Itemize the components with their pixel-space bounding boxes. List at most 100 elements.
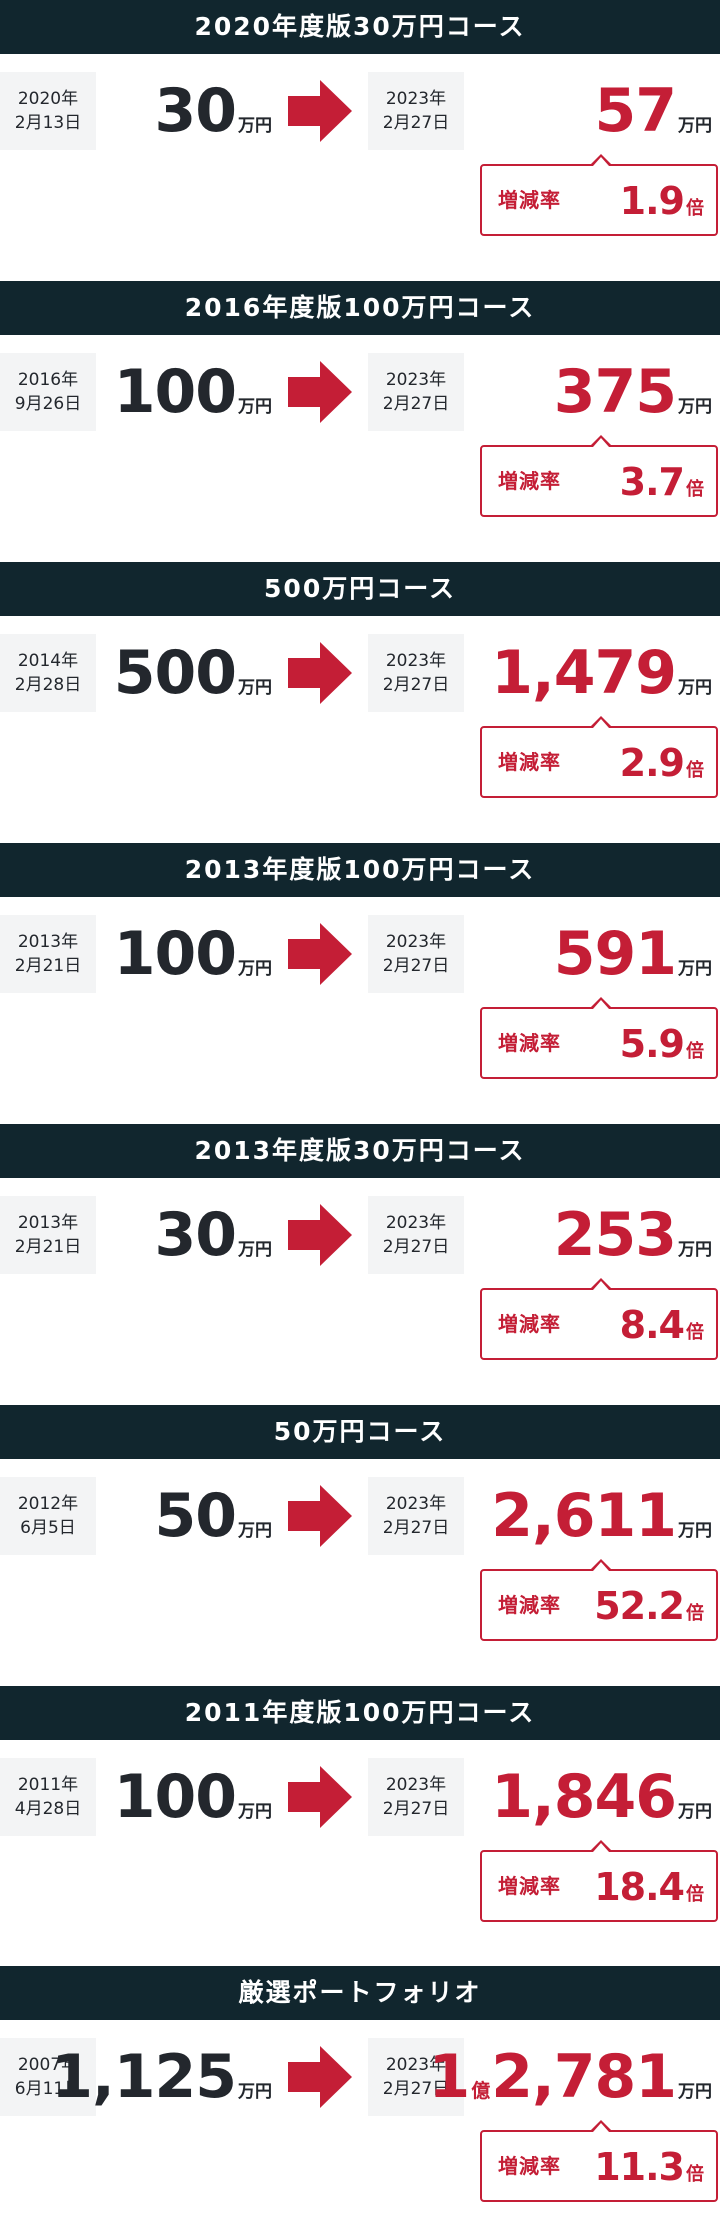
- final-amount: 253 万円: [554, 1200, 712, 1270]
- growth-rate-label: 増減率: [498, 1593, 561, 1617]
- initial-amount-unit: 万円: [238, 1240, 272, 1260]
- growth-rate-value: 18.4: [594, 1865, 685, 1909]
- growth-rate-unit: 倍: [686, 2164, 704, 2185]
- end-date-day: 2月27日: [382, 1518, 450, 1538]
- growth-rate-value: 11.3: [594, 2145, 685, 2189]
- growth-rate-box: 増減率 5.9 倍: [480, 997, 718, 1079]
- growth-rate-label: 増減率: [498, 469, 561, 493]
- final-amount-unit: 万円: [678, 1521, 712, 1541]
- start-date-year: 2007年: [17, 2055, 79, 2075]
- course-card: 2013年度版100万円コース 2013年 2月21日 100 万円 2023年…: [0, 843, 720, 1093]
- course-title: 500万円コース: [0, 562, 720, 616]
- final-amount: 1 億 2,781 万円: [428, 2042, 712, 2112]
- start-date-box: 2013年 2月21日: [0, 1196, 96, 1274]
- start-date-day: 2月21日: [14, 1237, 82, 1257]
- initial-amount-unit: 万円: [238, 2082, 272, 2102]
- start-date-year: 2013年: [17, 1213, 79, 1233]
- start-date-year: 2020年: [17, 89, 79, 109]
- final-amount-unit: 万円: [678, 678, 712, 698]
- initial-amount-value: 30: [154, 1200, 237, 1270]
- final-amount-value: 375: [553, 357, 677, 427]
- final-amount-unit: 万円: [678, 1802, 712, 1822]
- final-amount-oku-unit: 億: [471, 2080, 491, 2102]
- start-date-day: 9月26日: [14, 394, 82, 414]
- growth-rate-box: 増減率 52.2 倍: [480, 1559, 718, 1641]
- right-arrow-icon: [288, 1204, 352, 1266]
- growth-rate-label: 増減率: [498, 2154, 561, 2178]
- end-date-box: 2023年 2月27日: [368, 72, 464, 150]
- final-amount: 57 万円: [595, 76, 713, 146]
- growth-rate: 8.4 倍: [620, 1298, 704, 1352]
- course-card: 500万円コース 2014年 2月28日 500 万円 2023年 2月27日 …: [0, 562, 720, 812]
- start-date-year: 2012年: [17, 1494, 79, 1514]
- final-amount-unit: 万円: [678, 1240, 712, 1260]
- end-date-day: 2月27日: [382, 956, 450, 976]
- growth-rate-label: 増減率: [498, 188, 561, 212]
- growth-rate-unit: 倍: [686, 1041, 704, 1062]
- course-card: 2020年度版30万円コース 2020年 2月13日 30 万円 2023年 2…: [0, 0, 720, 250]
- end-date-box: 2023年 2月27日: [368, 915, 464, 993]
- course-title: 2011年度版100万円コース: [0, 1686, 720, 1740]
- course-title: 50万円コース: [0, 1405, 720, 1459]
- growth-rate-label: 増減率: [498, 1874, 561, 1898]
- end-date-day: 2月27日: [382, 1799, 450, 1819]
- end-date-year: 2023年: [385, 932, 447, 952]
- final-amount-unit: 万円: [678, 116, 712, 136]
- final-amount-value: 2,781: [491, 2042, 677, 2112]
- start-date-box: 2007年 6月11日: [0, 2038, 96, 2116]
- start-date-year: 2016年: [17, 370, 79, 390]
- end-date-day: 2月27日: [382, 2079, 450, 2099]
- course-card: 2016年度版100万円コース 2016年 9月26日 100 万円 2023年…: [0, 281, 720, 531]
- initial-amount-unit: 万円: [238, 959, 272, 979]
- growth-rate-label: 増減率: [498, 750, 561, 774]
- growth-rate: 11.3 倍: [594, 2140, 704, 2194]
- growth-rate: 52.2 倍: [594, 1579, 704, 1633]
- end-date-year: 2023年: [385, 2055, 447, 2075]
- final-amount-value: 1,479: [491, 638, 677, 708]
- start-date-year: 2011年: [17, 1775, 79, 1795]
- end-date-year: 2023年: [385, 651, 447, 671]
- initial-amount-unit: 万円: [238, 1521, 272, 1541]
- end-date-day: 2月27日: [382, 1237, 450, 1257]
- right-arrow-icon: [288, 1485, 352, 1547]
- initial-amount-value: 100: [113, 1762, 237, 1832]
- end-date-box: 2023年 2月27日: [368, 353, 464, 431]
- right-arrow-icon: [288, 2046, 352, 2108]
- growth-rate-unit: 倍: [686, 760, 704, 781]
- final-amount-value: 253: [553, 1200, 677, 1270]
- final-amount: 375 万円: [554, 357, 712, 427]
- initial-amount-value: 1,125: [51, 2042, 237, 2112]
- end-date-day: 2月27日: [382, 113, 450, 133]
- end-date-year: 2023年: [385, 1775, 447, 1795]
- start-date-box: 2012年 6月5日: [0, 1477, 96, 1555]
- final-amount-unit: 万円: [678, 397, 712, 417]
- growth-rate-box: 増減率 11.3 倍: [480, 2120, 718, 2202]
- final-amount: 2,611 万円: [491, 1481, 712, 1551]
- end-date-year: 2023年: [385, 1213, 447, 1233]
- course-card: 2013年度版30万円コース 2013年 2月21日 30 万円 2023年 2…: [0, 1124, 720, 1374]
- growth-rate: 18.4 倍: [594, 1860, 704, 1914]
- start-date-box: 2014年 2月28日: [0, 634, 96, 712]
- growth-rate-value: 1.9: [619, 179, 685, 223]
- initial-amount-unit: 万円: [238, 1802, 272, 1822]
- growth-rate-unit: 倍: [686, 479, 704, 500]
- initial-amount-value: 100: [113, 919, 237, 989]
- growth-rate-value: 2.9: [619, 741, 685, 785]
- growth-rate-box: 増減率 2.9 倍: [480, 716, 718, 798]
- end-date-box: 2023年 2月27日: [368, 1196, 464, 1274]
- growth-rate-value: 8.4: [619, 1303, 685, 1347]
- growth-rate-box: 増減率 1.9 倍: [480, 154, 718, 236]
- growth-rate: 2.9 倍: [620, 736, 704, 790]
- initial-amount-value: 500: [113, 638, 237, 708]
- course-title: 2020年度版30万円コース: [0, 0, 720, 54]
- start-date-box: 2020年 2月13日: [0, 72, 96, 150]
- growth-rate-box: 増減率 18.4 倍: [480, 1840, 718, 1922]
- initial-amount-unit: 万円: [238, 678, 272, 698]
- final-amount-unit: 万円: [678, 959, 712, 979]
- initial-amount: 30 万円: [155, 76, 273, 146]
- right-arrow-icon: [288, 80, 352, 142]
- right-arrow-icon: [288, 1766, 352, 1828]
- final-amount-oku-value: 1: [428, 2042, 470, 2112]
- growth-rate-label: 増減率: [498, 1312, 561, 1336]
